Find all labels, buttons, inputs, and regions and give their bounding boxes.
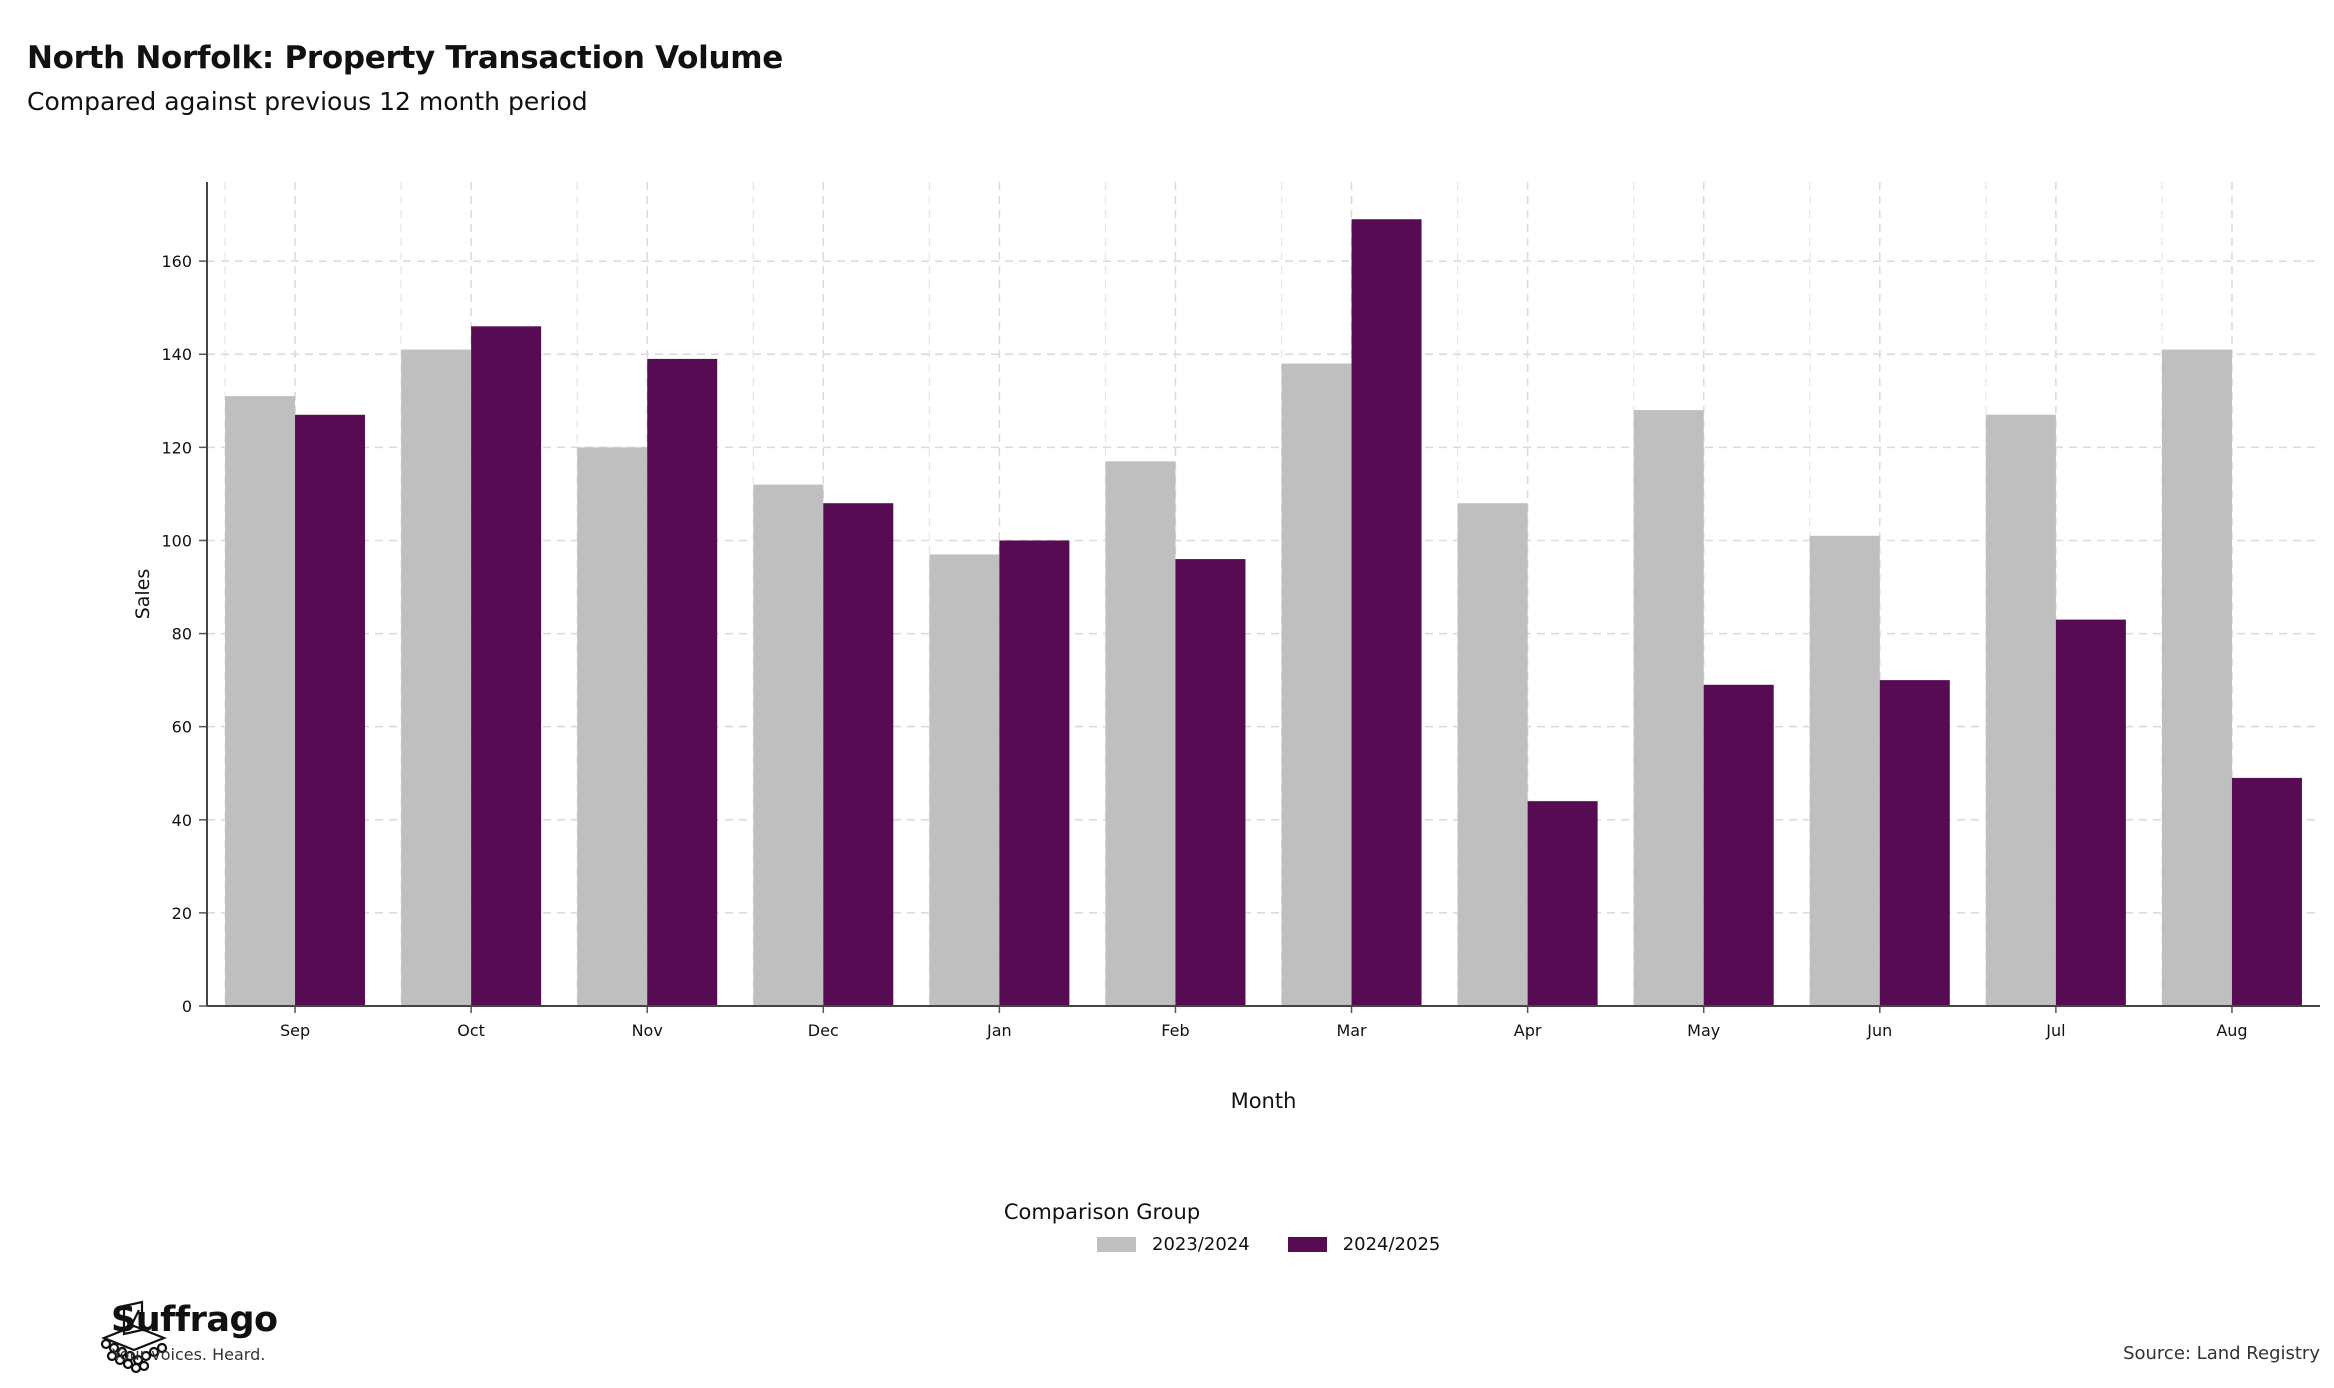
x-tick-label-Jan: Jan (986, 1021, 1012, 1040)
bar-2023-2024-Apr (1457, 503, 1528, 1006)
y-tick-label-60: 60 (172, 718, 192, 737)
bar-2023-2024-Mar (1281, 363, 1352, 1006)
bar-2024-2025-Nov (647, 358, 718, 1007)
bar-2024-2025-Jan (999, 540, 1070, 1006)
chart-subtitle: Compared against previous 12 month perio… (27, 87, 588, 116)
legend-swatch-2023-2024 (1097, 1237, 1136, 1252)
brand-name: Suffrago (111, 1300, 278, 1340)
y-tick-label-160: 160 (161, 252, 192, 271)
bar-2024-2025-May (1703, 684, 1774, 1006)
bar-2023-2024-Dec (753, 484, 824, 1006)
bar-2023-2024-Jun (1809, 535, 1880, 1006)
bar-2023-2024-May (1633, 410, 1704, 1006)
bar-2023-2024-Nov (577, 447, 648, 1006)
x-axis-title: Month (1231, 1089, 1297, 1113)
y-tick-label-20: 20 (172, 904, 192, 923)
x-tick-label-Feb: Feb (1161, 1021, 1189, 1040)
x-tick-label-Mar: Mar (1336, 1021, 1367, 1040)
y-axis-title: Sales (132, 569, 154, 620)
bar-2024-2025-Sep (295, 414, 366, 1006)
bar-2023-2024-Aug (2161, 349, 2232, 1006)
bar-2024-2025-Jun (1879, 680, 1950, 1006)
bar-2023-2024-Jan (929, 554, 1000, 1006)
y-tick-label-80: 80 (172, 625, 192, 644)
bar-2024-2025-Jul (2055, 619, 2126, 1006)
bar-2024-2025-Aug (2231, 777, 2302, 1006)
bar-2024-2025-Feb (1175, 559, 1246, 1006)
bar-2023-2024-Oct (401, 349, 472, 1006)
x-tick-label-Sep: Sep (280, 1021, 310, 1040)
bar-2023-2024-Feb (1105, 461, 1176, 1006)
legend-item-2023-2024: 2023/2024 (1097, 1234, 1250, 1255)
legend-title: Comparison Group (1003, 1200, 1201, 1224)
suffrago-logo-icon (100, 1300, 168, 1374)
y-tick-label-0: 0 (182, 997, 192, 1016)
legend-item-2024-2025: 2024/2025 (1287, 1234, 1441, 1255)
bar-2023-2024-Jul (1985, 414, 2056, 1006)
chart-title: North Norfolk: Property Transaction Volu… (27, 40, 783, 76)
legend-swatch-2024-2025 (1287, 1237, 1327, 1252)
legend-label-2024-2025: 2024/2025 (1342, 1234, 1441, 1255)
x-tick-label-May: May (1687, 1021, 1720, 1040)
y-tick-label-40: 40 (172, 811, 192, 830)
bar-2024-2025-Mar (1351, 219, 1422, 1007)
x-tick-label-Nov: Nov (632, 1021, 663, 1040)
y-tick-label-120: 120 (161, 438, 192, 457)
bar-2023-2024-Sep (225, 396, 296, 1007)
x-tick-label-Apr: Apr (1514, 1021, 1542, 1040)
y-tick-label-140: 140 (161, 345, 192, 364)
x-tick-label-Oct: Oct (457, 1021, 485, 1040)
legend-label-2023-2024: 2023/2024 (1152, 1234, 1250, 1255)
bar-2024-2025-Apr (1527, 801, 1598, 1006)
bar-2024-2025-Oct (471, 326, 542, 1006)
legend: 2023/2024 2024/2025 (1097, 1234, 1440, 1255)
x-tick-label-Jul: Jul (2045, 1021, 2065, 1040)
source-note: Source: Land Registry (2123, 1343, 2320, 1364)
x-tick-label-Jun: Jun (1866, 1021, 1892, 1040)
brand-tagline: Your voices. Heard. (112, 1345, 266, 1364)
bar-2024-2025-Dec (823, 503, 894, 1006)
y-tick-label-100: 100 (161, 531, 192, 550)
x-tick-label-Dec: Dec (808, 1021, 839, 1040)
x-tick-label-Aug: Aug (2216, 1021, 2247, 1040)
